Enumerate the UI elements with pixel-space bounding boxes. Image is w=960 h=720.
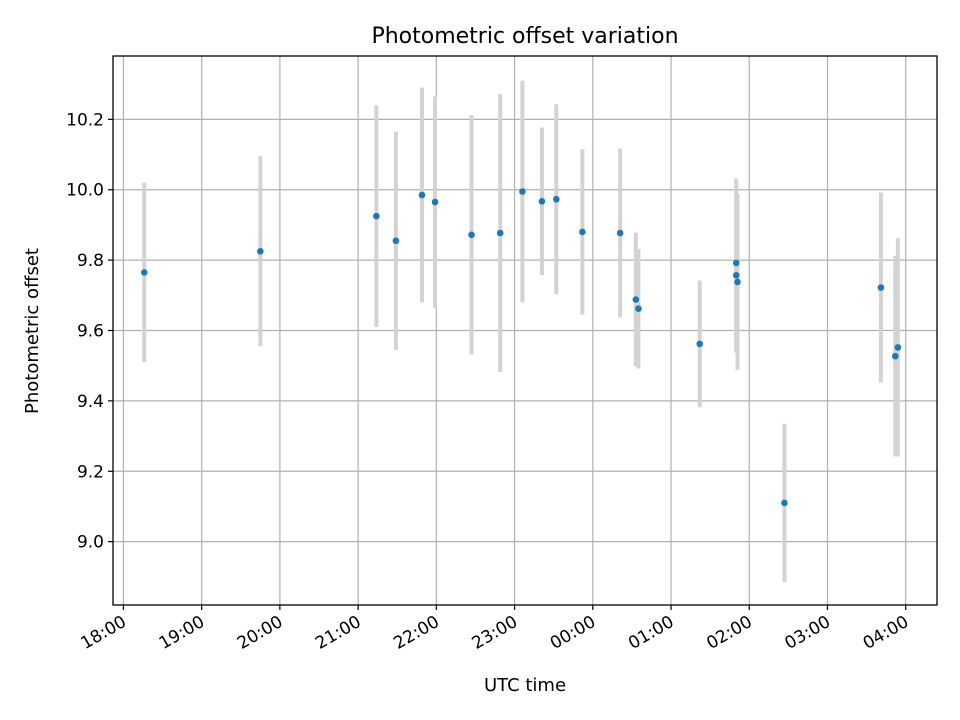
- y-tick-label: 9.8: [77, 251, 104, 271]
- data-point: [732, 271, 740, 279]
- x-axis-label: UTC time: [484, 675, 566, 696]
- data-point: [418, 191, 426, 199]
- data-point: [616, 229, 624, 237]
- y-tick-label: 10.2: [66, 110, 104, 130]
- data-point: [632, 296, 640, 303]
- data-point: [635, 305, 642, 312]
- grid: [113, 56, 937, 605]
- data-point: [734, 278, 741, 286]
- data-point: [140, 269, 148, 276]
- data-point: [392, 237, 400, 245]
- data-point: [877, 284, 885, 291]
- data-point: [552, 195, 560, 203]
- data-point: [496, 229, 504, 237]
- data-point: [894, 344, 902, 351]
- y-axis-label: Photometric offset: [22, 248, 43, 414]
- data-point: [431, 198, 439, 206]
- y-tick-label: 9.6: [77, 322, 104, 342]
- y-tick-label: 9.2: [77, 462, 104, 482]
- y-tick-label: 9.0: [77, 533, 104, 553]
- data-point: [891, 352, 899, 360]
- data-point: [538, 198, 546, 205]
- data-point: [373, 212, 380, 220]
- y-axis-ticks: 9.0 9.2 9.4 9.6 9.8 10.0 10.2: [66, 110, 113, 553]
- data-points: [140, 188, 902, 507]
- data-point: [781, 499, 788, 507]
- data-point: [696, 340, 704, 348]
- chart-title: Photometric offset variation: [371, 24, 678, 49]
- y-tick-label: 10.0: [66, 181, 104, 201]
- data-point: [579, 228, 586, 236]
- y-tick-label: 9.4: [77, 392, 104, 412]
- data-point: [732, 259, 740, 267]
- data-point: [519, 188, 526, 195]
- data-point: [468, 231, 475, 239]
- data-point: [257, 248, 264, 255]
